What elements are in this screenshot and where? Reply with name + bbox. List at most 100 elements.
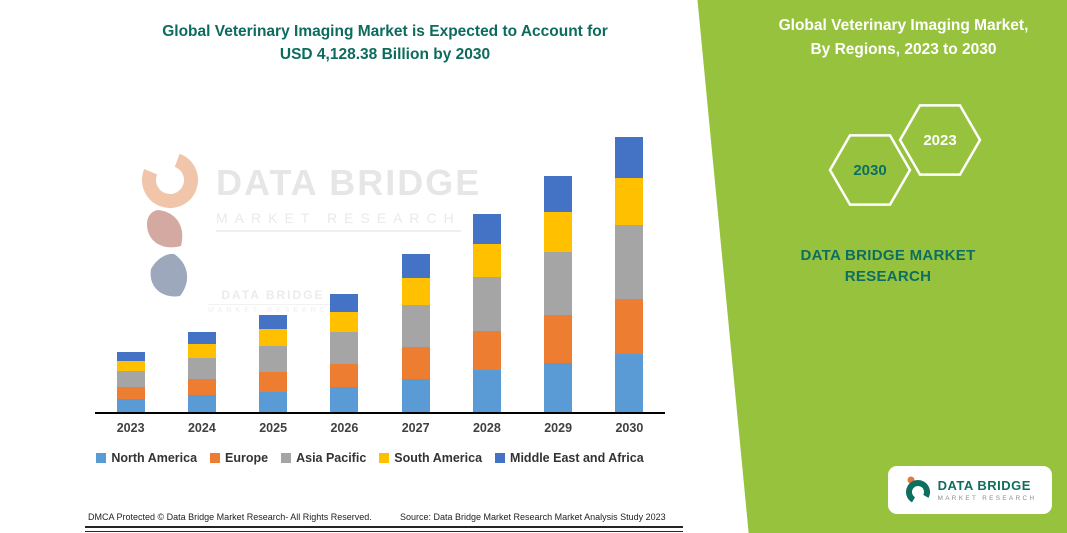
watermark: DATA BRIDGE MARKET RESEARCH xyxy=(138,148,481,328)
brand-text: DATA BRIDGE MARKET RESEARCH xyxy=(766,245,1010,287)
legend-label: Asia Pacific xyxy=(296,451,367,465)
bar-chart xyxy=(95,137,665,414)
segment-europe xyxy=(330,363,359,388)
segment-north-america xyxy=(544,362,573,412)
segment-europe xyxy=(472,330,501,371)
side-panel-title: Global Veterinary Imaging Market, By Reg… xyxy=(756,14,1051,62)
x-axis-label: 2025 xyxy=(259,421,288,435)
bar-slot xyxy=(309,137,380,412)
bar-slot xyxy=(523,137,594,412)
stacked-bar-2028 xyxy=(472,137,501,412)
legend-item: North America xyxy=(96,451,197,465)
footer-divider-bottom xyxy=(85,531,683,532)
stacked-bar-2023 xyxy=(116,137,145,412)
segment-asia-pacific xyxy=(116,371,145,388)
bar-slot xyxy=(594,137,665,412)
legend-label: Europe xyxy=(225,451,269,465)
segment-europe xyxy=(116,387,145,400)
company-logo-text: DATA BRIDGE MARKET RESEARCH xyxy=(938,478,1037,502)
x-axis-label: 2026 xyxy=(330,421,359,435)
segment-asia-pacific xyxy=(544,251,573,316)
segment-middle-east-and-africa xyxy=(401,254,430,278)
x-axis-label: 2027 xyxy=(401,421,430,435)
watermark-logo-icon xyxy=(142,152,198,297)
segment-asia-pacific xyxy=(187,357,216,380)
stacked-bar-2025 xyxy=(259,137,288,412)
segment-south-america xyxy=(259,329,288,346)
company-logo-title: DATA BRIDGE xyxy=(937,478,1031,493)
segment-south-america xyxy=(472,243,501,278)
stacked-bar-2030 xyxy=(615,137,644,412)
segment-south-america xyxy=(544,211,573,252)
segment-asia-pacific xyxy=(615,225,644,300)
chart-legend: North America Europe Asia Pacific South Ame… xyxy=(55,451,685,465)
legend-item: South America xyxy=(379,451,482,465)
segment-north-america xyxy=(330,387,359,412)
watermark-mini-line2: MARKET RESEARCH xyxy=(208,304,338,314)
year-hexagons: 2030 2023 xyxy=(828,98,998,218)
segment-middle-east-and-africa xyxy=(330,294,359,312)
segment-south-america xyxy=(330,311,359,332)
segment-middle-east-and-africa xyxy=(116,352,145,362)
hexagon-year-2023: 2023 xyxy=(923,132,956,149)
segment-europe xyxy=(259,372,288,392)
watermark-line1: DATA BRIDGE xyxy=(216,162,482,203)
watermark-text: DATA BRIDGE MARKET RESEARCH xyxy=(216,148,481,232)
legend-swatch xyxy=(379,453,390,463)
brand-text-line2: RESEARCH xyxy=(844,268,932,285)
legend-item: Asia Pacific xyxy=(281,451,366,465)
legend-swatch xyxy=(210,453,221,463)
chart-title: Global Veterinary Imaging Market is Expe… xyxy=(85,20,685,67)
side-panel-title-line1: Global Veterinary Imaging Market, xyxy=(778,17,1029,34)
x-axis-label: 2029 xyxy=(544,421,573,435)
bar-slot xyxy=(95,137,166,412)
segment-middle-east-and-africa xyxy=(615,137,644,179)
footer-dmca-text: DMCA Protected © Data Bridge Market Rese… xyxy=(88,512,372,522)
segment-middle-east-and-africa xyxy=(259,314,288,330)
segment-europe xyxy=(544,315,573,363)
bar-slot xyxy=(238,137,309,412)
bar-slot xyxy=(166,137,237,412)
legend-item: Europe xyxy=(210,451,268,465)
company-logo: DATA BRIDGE MARKET RESEARCH xyxy=(888,466,1052,514)
segment-asia-pacific xyxy=(401,304,430,348)
x-axis-label: 2024 xyxy=(187,421,216,435)
legend-swatch xyxy=(495,453,506,463)
x-axis-label: 2030 xyxy=(615,421,644,435)
stacked-bar-2024 xyxy=(187,137,216,412)
segment-north-america xyxy=(472,370,501,412)
side-panel-title-line2: By Regions, 2023 to 2030 xyxy=(810,41,997,59)
legend-swatch xyxy=(281,453,292,463)
segment-middle-east-and-africa xyxy=(472,214,501,244)
watermark-line2: MARKET RESEARCH xyxy=(216,210,461,232)
bar-slot xyxy=(451,137,522,412)
segment-middle-east-and-africa xyxy=(544,176,573,212)
brand-text-line1: DATA BRIDGE MARKET xyxy=(800,247,976,264)
legend-label: Middle East and Africa xyxy=(510,451,644,465)
legend-swatch xyxy=(96,453,107,463)
bar-slot xyxy=(380,137,451,412)
segment-north-america xyxy=(187,395,216,412)
segment-south-america xyxy=(401,277,430,305)
watermark-mini-line1: DATA BRIDGE xyxy=(221,288,325,302)
hexagon-badges-icon: 2030 2023 xyxy=(828,104,982,206)
chart-title-line2: USD 4,128.38 Billion by 2030 xyxy=(279,46,491,64)
legend-label: South America xyxy=(394,451,483,465)
segment-middle-east-and-africa xyxy=(187,332,216,345)
legend-item: Middle East and Africa xyxy=(495,451,644,465)
stacked-bar-2026 xyxy=(330,137,359,412)
side-panel: Global Veterinary Imaging Market, By Reg… xyxy=(697,0,1067,533)
footer-source-text: Source: Data Bridge Market Research Mark… xyxy=(400,512,666,522)
company-logo-subtitle: MARKET RESEARCH xyxy=(937,495,1037,502)
segment-south-america xyxy=(116,361,145,372)
segment-europe xyxy=(401,347,430,379)
segment-north-america xyxy=(259,391,288,412)
company-logo-icon xyxy=(905,476,930,504)
segment-north-america xyxy=(116,399,145,412)
x-axis-label: 2023 xyxy=(116,421,145,435)
stacked-bar-2027 xyxy=(401,137,430,412)
segment-europe xyxy=(615,299,644,355)
segment-south-america xyxy=(187,344,216,358)
watermark-mini: DATA BRIDGE MARKET RESEARCH xyxy=(208,288,338,314)
